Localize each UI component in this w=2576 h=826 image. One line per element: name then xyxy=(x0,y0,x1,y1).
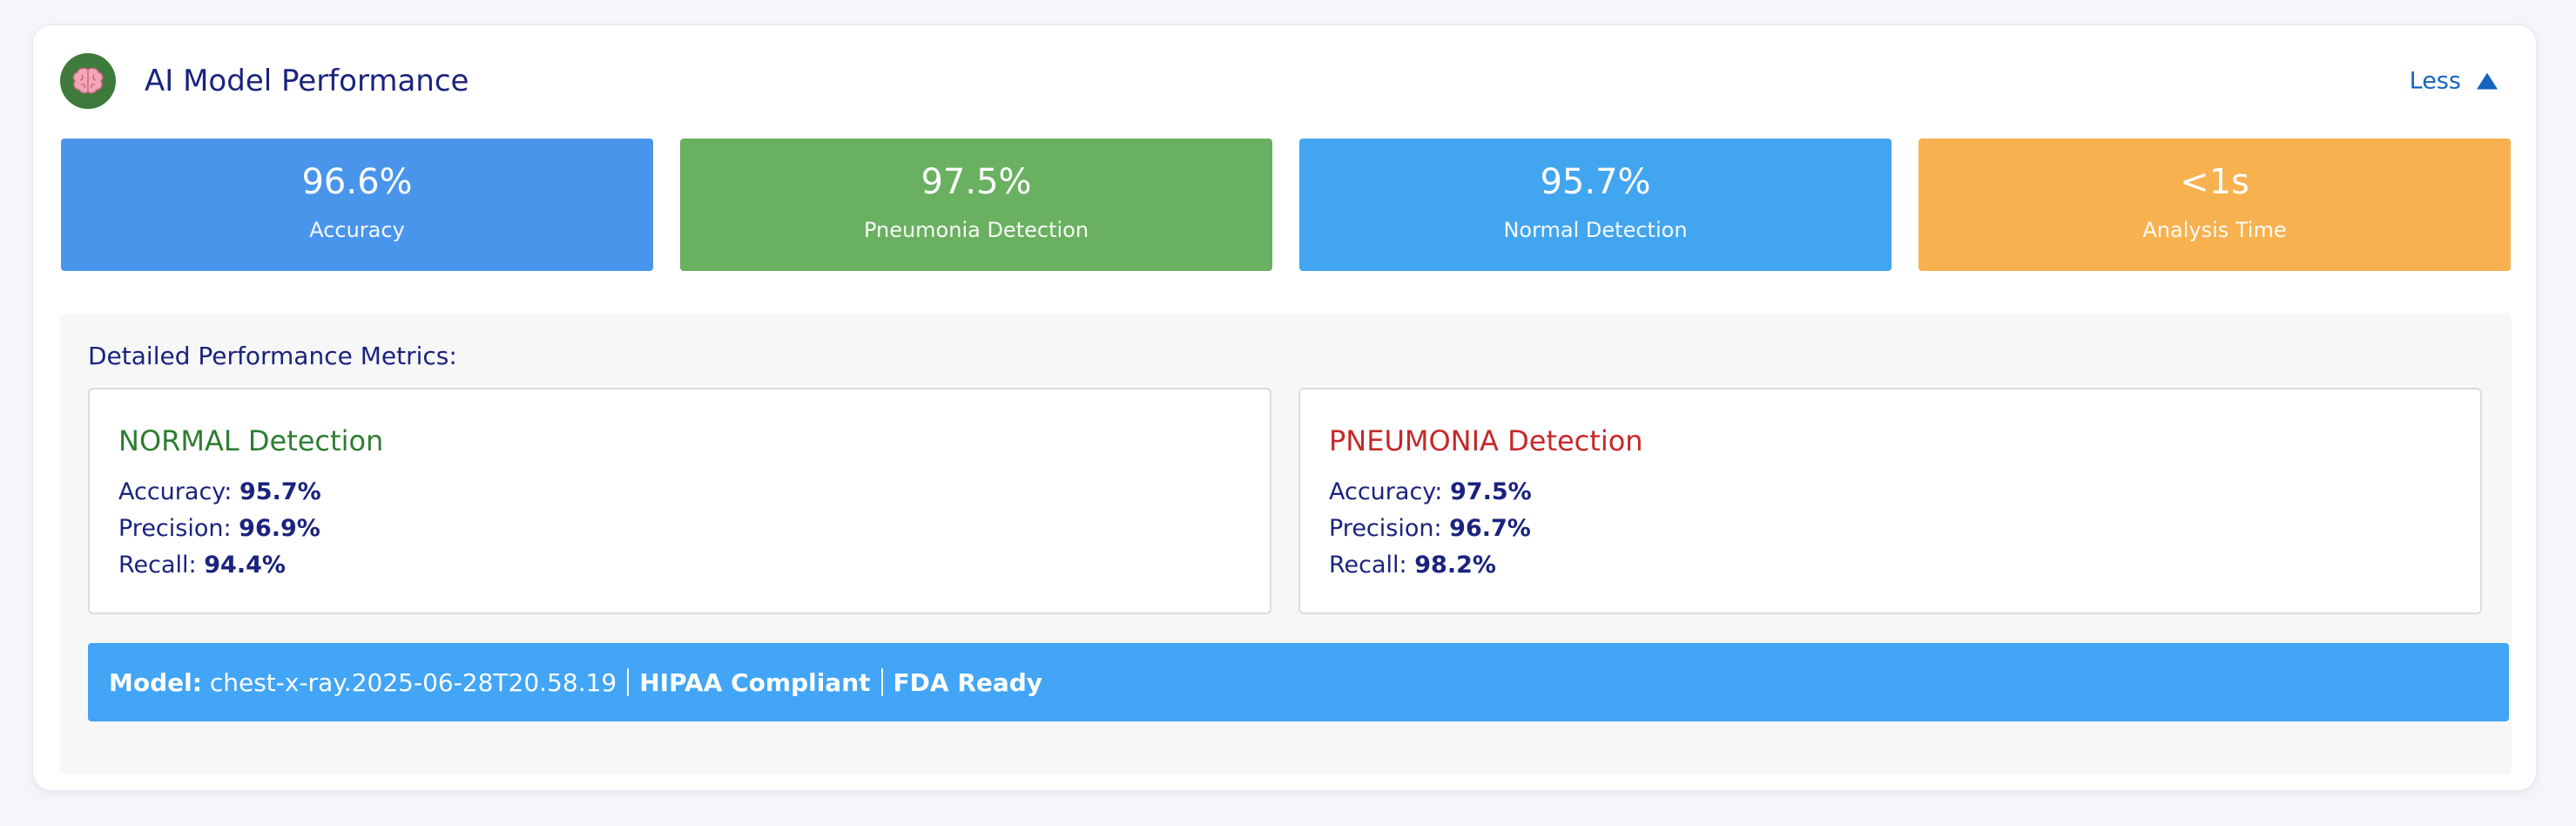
stat-tile-analysis-time: <1s Analysis Time xyxy=(1919,139,2511,271)
normal-precision-row: Precision: 96.9% xyxy=(118,515,320,542)
stat-value: 97.5% xyxy=(920,162,1032,202)
normal-detection-box: NORMAL Detection Accuracy: 95.7% Precisi… xyxy=(88,388,1271,614)
metric-label: Recall: xyxy=(1329,552,1407,579)
model-name: chest-x-ray.2025-06-28T20.58.19 xyxy=(209,667,617,697)
pneumonia-detection-title: PNEUMONIA Detection xyxy=(1329,424,1643,457)
less-toggle-button[interactable]: Less xyxy=(2410,68,2498,95)
stat-label: Analysis Time xyxy=(2142,218,2287,242)
metric-label: Precision: xyxy=(118,515,232,542)
model-label: Model: xyxy=(109,667,202,697)
separator xyxy=(627,668,630,696)
pneumonia-detection-box: PNEUMONIA Detection Accuracy: 97.5% Prec… xyxy=(1298,388,2482,614)
normal-recall-row: Recall: 94.4% xyxy=(118,552,286,579)
ai-performance-card: AI Model Performance Less 96.6% Accuracy… xyxy=(32,24,2537,791)
triangle-up-icon xyxy=(2477,72,2498,90)
stat-label: Normal Detection xyxy=(1503,218,1688,242)
card-header: AI Model Performance Less xyxy=(33,25,2536,139)
metric-value: 98.2% xyxy=(1414,552,1496,579)
metric-label: Accuracy: xyxy=(118,478,233,505)
metric-value: 96.9% xyxy=(239,515,320,542)
less-toggle-label: Less xyxy=(2409,67,2461,95)
metric-label: Recall: xyxy=(118,552,197,579)
card-title: AI Model Performance xyxy=(145,64,469,98)
fda-badge: FDA Ready xyxy=(893,667,1043,697)
normal-accuracy-row: Accuracy: 95.7% xyxy=(118,478,321,505)
detailed-metrics-panel: Detailed Performance Metrics: NORMAL Det… xyxy=(60,313,2512,775)
stat-tile-accuracy: 96.6% Accuracy xyxy=(61,139,653,271)
pneumonia-recall-row: Recall: 98.2% xyxy=(1329,552,1496,579)
pneumonia-precision-row: Precision: 96.7% xyxy=(1329,515,1531,542)
separator xyxy=(880,668,883,696)
metric-label: Precision: xyxy=(1329,515,1442,542)
metric-value: 96.7% xyxy=(1449,515,1531,542)
normal-detection-title: NORMAL Detection xyxy=(118,424,384,457)
stat-tile-normal-detection: 95.7% Normal Detection xyxy=(1299,139,1892,271)
metric-label: Accuracy: xyxy=(1329,478,1443,505)
stat-value: 95.7% xyxy=(1540,162,1651,202)
stat-label: Accuracy xyxy=(309,218,405,242)
stat-value: 96.6% xyxy=(301,162,413,202)
stat-tile-pneumonia-detection: 97.5% Pneumonia Detection xyxy=(680,139,1272,271)
pneumonia-accuracy-row: Accuracy: 97.5% xyxy=(1329,478,1532,505)
hipaa-badge: HIPAA Compliant xyxy=(639,667,871,697)
brain-icon xyxy=(60,53,116,109)
metric-value: 95.7% xyxy=(239,478,321,505)
metric-value: 97.5% xyxy=(1450,478,1532,505)
metric-value: 94.4% xyxy=(204,552,286,579)
details-heading: Detailed Performance Metrics: xyxy=(88,342,457,370)
stat-value: <1s xyxy=(2180,162,2249,202)
model-info-bar: Model: chest-x-ray.2025-06-28T20.58.19 H… xyxy=(88,643,2509,721)
stat-label: Pneumonia Detection xyxy=(863,218,1089,242)
